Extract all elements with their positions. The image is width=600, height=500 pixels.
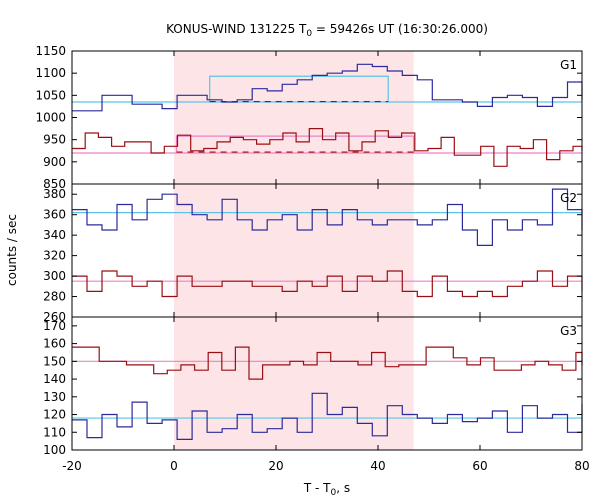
y-tick-label: 300 [43,269,66,283]
y-tick-label: 340 [43,228,66,242]
x-tick-label: 0 [170,459,178,473]
y-tick-label: 260 [43,310,66,324]
blue-source-step [209,75,389,102]
y-tick-label: 280 [43,290,66,304]
y-tick-label: 1100 [35,66,66,80]
panel-g3 [72,346,583,440]
x-tick-label: 60 [472,459,487,473]
x-tick-label: 20 [268,459,283,473]
y-tick-label: 850 [43,177,66,191]
x-tick-label: 80 [574,459,589,473]
x-axis-label-sub: 0 [331,488,337,498]
panel-label: G3 [560,324,577,338]
x-axis-label-rest: , s [336,481,350,495]
blue-series-line [72,63,583,112]
panel-label: G2 [560,191,577,205]
y-tick-label: 320 [43,249,66,263]
chart-title: KONUS-WIND 131225 T0 = 59426s UT (16:30:… [166,22,488,39]
shaded-source-interval [174,51,414,450]
y-tick-label: 170 [43,319,66,333]
red-series-line [72,270,583,298]
x-axis-label: T - T0, s [303,481,350,498]
y-tick-label: 380 [43,187,66,201]
y-tick-label: 140 [43,372,66,386]
y-tick-label: 120 [43,408,66,422]
x-tick-label: 40 [370,459,385,473]
y-tick-label: 1050 [35,88,66,102]
y-tick-label: 150 [43,354,66,368]
y-tick-label: 160 [43,337,66,351]
y-tick-label: 130 [43,390,66,404]
blue-series-line [72,188,583,246]
frame-layer: G18509009501000105011001150G226028030032… [35,44,589,473]
panel-g2 [72,188,583,298]
y-tick-label: 950 [43,133,66,147]
y-tick-label: 1000 [35,111,66,125]
y-tick-label: 900 [43,155,66,169]
y-axis-label: counts / sec [5,214,19,286]
y-tick-label: 100 [43,443,66,457]
shaded-interval-layer [174,51,414,450]
y-tick-label: 1150 [35,44,66,58]
blue-series-line [72,392,583,440]
y-tick-label: 360 [43,208,66,222]
y-tick-label: 110 [43,425,66,439]
red-series-line [72,346,583,380]
chart-title-main: KONUS-WIND 131225 T [166,22,307,36]
red-source-step [175,135,415,153]
panels-layer [72,63,583,440]
x-axis-label-main: T - T [303,481,331,495]
chart-title-rest: = 59426s UT (16:30:26.000) [312,22,488,36]
chart-title-sub: 0 [306,29,312,39]
x-tick-label: -20 [62,459,82,473]
red-series-line [72,128,583,167]
panel-label: G1 [560,58,577,72]
panel-g1 [72,63,583,167]
panel-frame [71,316,583,451]
